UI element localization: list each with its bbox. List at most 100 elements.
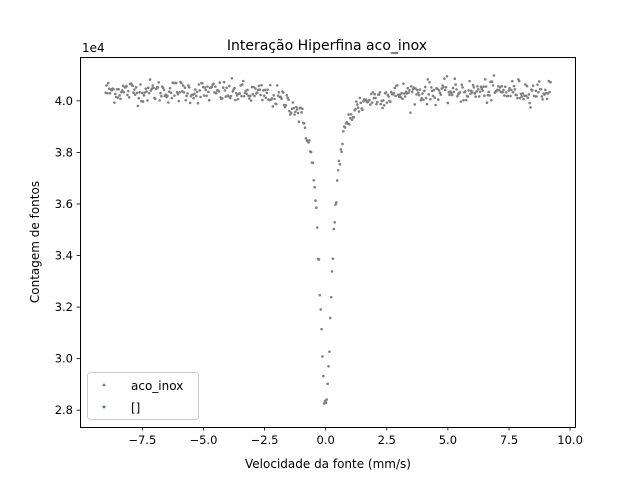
data-point <box>420 96 424 100</box>
data-point <box>302 122 306 125</box>
data-point <box>442 85 445 89</box>
y-axis-ticks: 2.8 3.0 3.2 3.4 3.6 3.8 4.0 <box>55 94 80 417</box>
data-point <box>322 374 325 378</box>
data-point <box>251 92 255 96</box>
data-point <box>234 91 238 95</box>
data-point <box>258 88 262 91</box>
data-point <box>324 401 328 405</box>
data-point <box>265 91 269 95</box>
data-point <box>382 104 386 107</box>
data-point <box>341 142 344 146</box>
data-point <box>421 92 424 95</box>
x-tick-label: 2.5 <box>378 433 396 447</box>
data-point <box>549 80 552 84</box>
data-point <box>160 94 163 98</box>
data-point <box>394 94 397 98</box>
y-tick-label: 3.6 <box>55 197 73 211</box>
data-point <box>507 89 511 92</box>
data-point <box>508 86 511 90</box>
data-point <box>517 79 521 83</box>
data-point <box>249 99 253 102</box>
data-point <box>416 91 420 95</box>
data-point <box>389 100 392 104</box>
data-point <box>382 99 385 102</box>
data-point <box>503 94 506 97</box>
data-point <box>170 96 174 100</box>
data-point <box>450 93 454 97</box>
data-point <box>199 95 202 99</box>
data-point <box>311 161 315 165</box>
data-point <box>140 91 144 95</box>
data-point <box>144 87 148 90</box>
data-point <box>444 85 448 89</box>
data-point <box>452 90 456 94</box>
data-point <box>468 79 471 83</box>
data-point <box>429 98 432 101</box>
data-point <box>460 83 464 87</box>
data-point <box>446 101 450 105</box>
data-point <box>194 88 197 91</box>
data-point <box>474 95 477 98</box>
data-point <box>364 98 368 101</box>
data-point <box>451 86 455 90</box>
data-point <box>490 80 494 83</box>
data-point <box>347 113 350 116</box>
legend-label-aco-inox: aco_inox <box>131 379 183 393</box>
data-point <box>204 88 208 92</box>
data-point <box>233 86 236 90</box>
data-point <box>246 88 249 92</box>
data-point <box>497 88 501 92</box>
data-point <box>273 97 276 101</box>
data-point <box>374 96 377 100</box>
data-point <box>531 84 535 88</box>
data-point <box>459 100 463 103</box>
data-point <box>403 95 407 98</box>
data-point <box>522 97 525 101</box>
data-point <box>543 93 546 96</box>
x-tick-label: 5.0 <box>439 433 457 447</box>
data-point <box>113 92 117 96</box>
y-tick-label: 2.8 <box>55 403 73 417</box>
x-tick-label: −5.0 <box>189 433 217 447</box>
data-point <box>295 108 299 111</box>
data-point <box>157 81 161 84</box>
data-point <box>409 111 412 114</box>
data-point <box>400 91 403 95</box>
data-point <box>414 87 417 90</box>
data-point <box>241 83 244 86</box>
data-point <box>419 99 423 102</box>
data-point <box>528 101 531 105</box>
data-point <box>205 94 208 98</box>
data-point <box>330 270 334 273</box>
data-point <box>214 91 218 95</box>
data-point <box>416 88 419 92</box>
data-point <box>169 91 173 95</box>
data-point <box>255 91 259 94</box>
data-point <box>530 89 534 92</box>
data-point <box>491 84 495 87</box>
data-point <box>321 355 324 358</box>
data-point <box>180 81 183 85</box>
data-point <box>293 113 296 116</box>
plot-frame <box>80 57 576 428</box>
data-point <box>432 88 436 92</box>
data-point <box>349 116 352 120</box>
data-point <box>281 91 285 94</box>
data-point <box>307 141 310 144</box>
data-point <box>476 88 480 91</box>
data-point <box>228 84 231 88</box>
data-point <box>127 89 130 93</box>
data-point <box>482 85 485 89</box>
data-point <box>513 88 517 91</box>
data-point <box>280 97 283 100</box>
data-point <box>272 94 276 97</box>
data-point <box>448 93 451 97</box>
data-point <box>148 78 152 81</box>
data-point <box>262 94 266 97</box>
data-point <box>545 97 549 101</box>
data-point <box>434 103 437 107</box>
data-point <box>117 87 121 91</box>
data-point <box>121 84 125 88</box>
data-point <box>358 96 362 100</box>
data-point <box>248 97 251 100</box>
